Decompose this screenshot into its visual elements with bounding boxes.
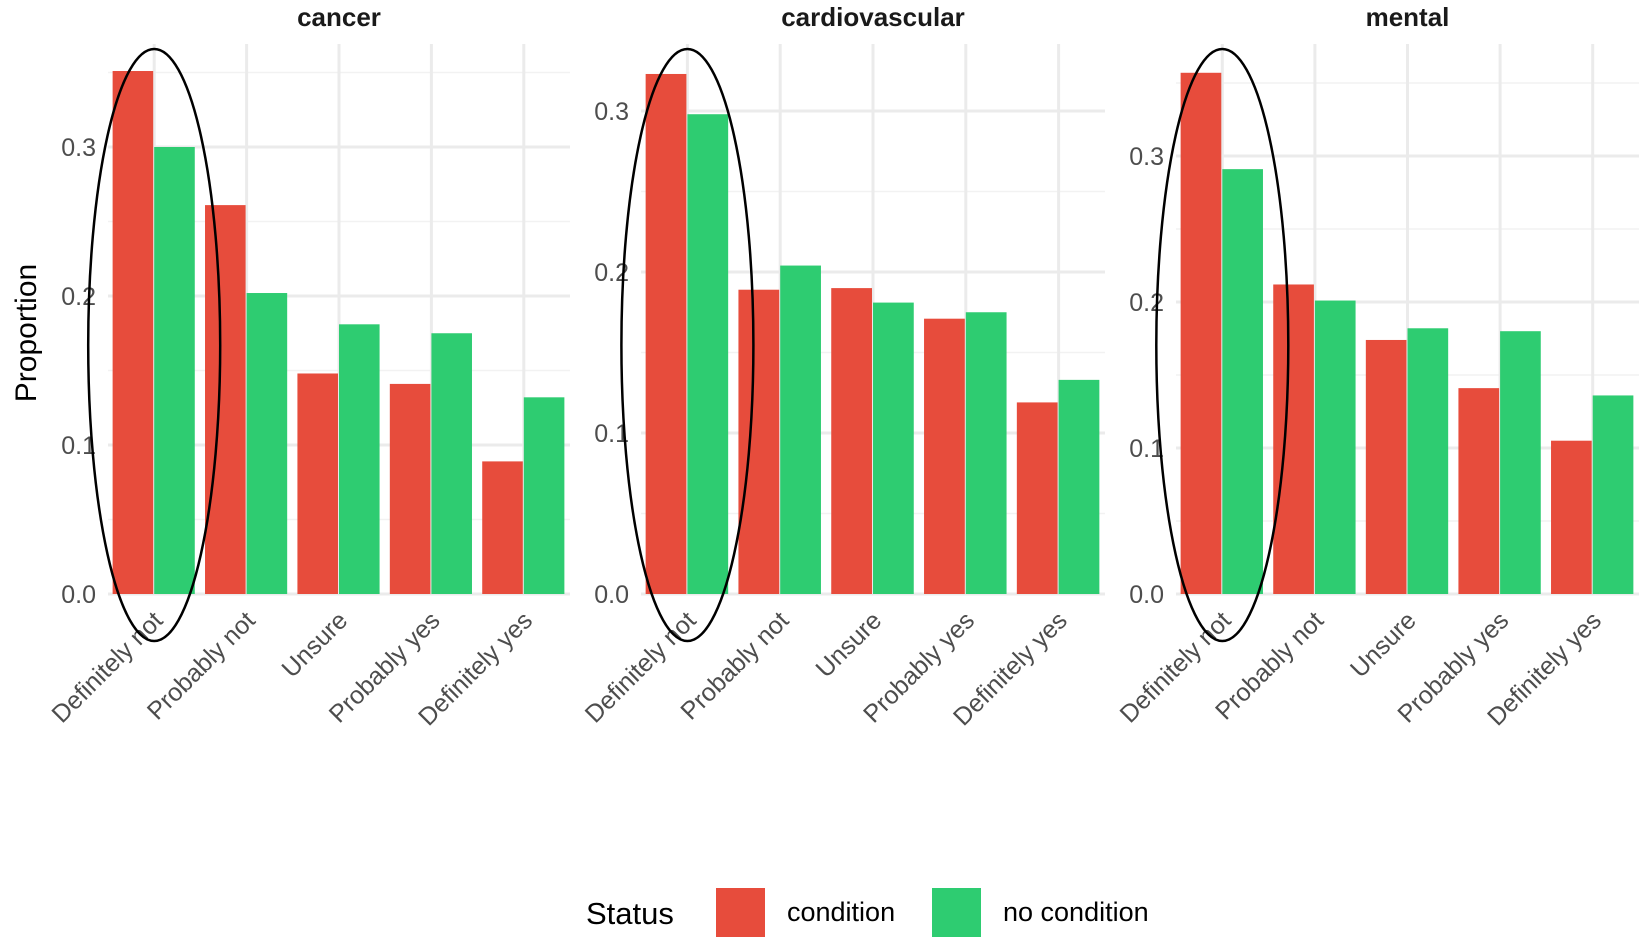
legend-title: Status: [586, 896, 674, 931]
bar-cardiovascular-condition-3: [924, 318, 965, 594]
bar-cancer-no-condition-1: [246, 293, 288, 594]
bar-mental-condition-1: [1273, 284, 1314, 594]
y-tick-label: 0.3: [1129, 143, 1164, 171]
bar-mental-no-condition-3: [1500, 331, 1541, 594]
legend-label: condition: [787, 897, 895, 927]
legend: Status condition no condition: [586, 888, 1149, 937]
legend-swatch-no-condition: [932, 888, 981, 937]
y-tick-label: 0.1: [1129, 435, 1164, 463]
bar-cardiovascular-no-condition-3: [965, 312, 1007, 594]
highlight-ellipse: [620, 47, 755, 643]
bar-cancer-condition-4: [482, 461, 523, 594]
y-tick-label: 0.3: [61, 134, 96, 162]
x-tick-label: Unsure: [1345, 606, 1422, 683]
y-tick-label: 0.2: [1129, 289, 1164, 317]
bar-mental-condition-3: [1458, 388, 1500, 594]
bar-cardiovascular-no-condition-2: [873, 302, 914, 594]
bar-mental-no-condition-1: [1314, 300, 1356, 594]
bar-cancer-condition-1: [205, 205, 246, 595]
bar-cardiovascular-no-condition-0: [687, 114, 729, 594]
bar-cancer-no-condition-0: [154, 147, 195, 594]
x-tick-label: Unsure: [276, 606, 353, 683]
bar-mental-condition-4: [1551, 440, 1592, 594]
y-tick-label: 0.0: [1129, 581, 1164, 609]
bar-mental-condition-0: [1180, 72, 1222, 594]
bar-cardiovascular-condition-0: [645, 73, 687, 595]
highlight-ellipse: [86, 47, 222, 643]
y-tick-label: 0.3: [594, 98, 629, 126]
facet-title: mental: [1366, 2, 1450, 32]
facet-title: cancer: [297, 2, 381, 32]
bar-cardiovascular-no-condition-1: [780, 265, 821, 594]
bar-mental-no-condition-0: [1222, 169, 1263, 594]
bar-mental-condition-2: [1365, 339, 1407, 594]
bar-cardiovascular-condition-1: [738, 289, 780, 594]
y-tick-label: 0.0: [61, 581, 96, 609]
bar-mental-no-condition-2: [1407, 328, 1449, 594]
bar-cancer-condition-0: [112, 71, 154, 594]
bar-mental-no-condition-4: [1592, 395, 1634, 594]
y-tick-label: 0.2: [61, 283, 96, 311]
y-tick-label: 0.0: [594, 581, 629, 609]
bar-cancer-no-condition-3: [431, 333, 472, 594]
facet-title: cardiovascular: [781, 2, 965, 32]
bar-cardiovascular-condition-4: [1016, 402, 1058, 594]
bar-cancer-condition-2: [297, 373, 338, 594]
x-tick-label: Unsure: [810, 606, 887, 683]
highlight-ellipse: [1155, 47, 1290, 643]
bar-cancer-no-condition-4: [523, 397, 565, 594]
y-axis-title: Proportion: [10, 264, 43, 402]
bar-cancer-condition-3: [389, 383, 431, 594]
bar-cancer-no-condition-2: [339, 324, 380, 594]
legend-swatch-condition: [716, 888, 765, 937]
bar-cardiovascular-condition-2: [831, 288, 872, 594]
bar-cardiovascular-no-condition-4: [1058, 379, 1100, 594]
legend-label: no condition: [1003, 897, 1149, 927]
